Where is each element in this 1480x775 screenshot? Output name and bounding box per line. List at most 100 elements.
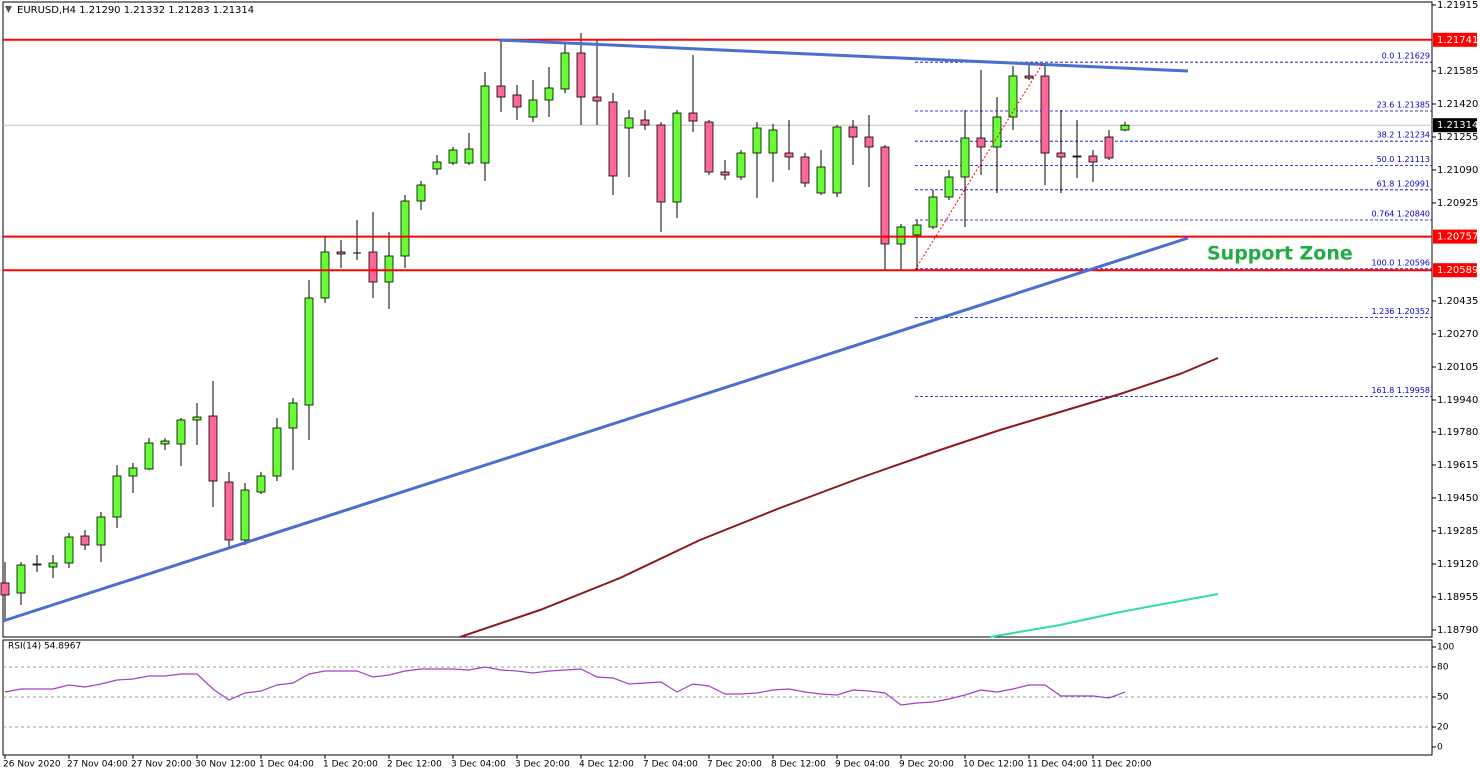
candle-body: [976, 137, 986, 148]
candle-body: [240, 489, 250, 541]
candle-body: [112, 475, 122, 518]
candle-body: [704, 121, 714, 173]
y-tick-label: 0: [1437, 743, 1443, 753]
moving-average-slow: [459, 357, 1219, 638]
x-tick-label: 27 Nov 20:00: [131, 760, 192, 770]
candle-body: [432, 161, 442, 170]
candle-body: [208, 415, 218, 482]
y-tick-label: 1.21255: [1437, 132, 1478, 143]
candle-body: [48, 562, 58, 568]
trendline-bottom: [2, 236, 1189, 623]
main-pane: [2, 1, 1433, 638]
fib-label: 1.236 1.20352: [1371, 307, 1430, 316]
y-tick-label: 1.19780: [1437, 427, 1478, 438]
candle-body: [400, 200, 410, 257]
candle-body: [96, 516, 106, 546]
x-tick-label: 8 Dec 12:00: [771, 760, 826, 770]
candle-body: [1072, 155, 1082, 158]
y-tick-label: 1.18790: [1437, 625, 1478, 636]
candle-body: [736, 152, 746, 178]
candle-body: [576, 52, 586, 98]
y-tick-label: 100: [1437, 643, 1454, 653]
candle-body: [1088, 155, 1098, 163]
y-tick-label: 1.20105: [1437, 362, 1478, 373]
candle-body: [336, 251, 346, 255]
candle-body: [896, 226, 906, 245]
candle-body: [496, 85, 506, 98]
y-tick-label: 50: [1437, 693, 1449, 703]
annotation: Support Zone: [1207, 243, 1353, 265]
y-tick-label: 1.21915: [1437, 0, 1478, 11]
fib-label: 38.2 1.21234: [1377, 131, 1430, 140]
x-tick-label: 9 Dec 04:00: [835, 760, 890, 770]
x-tick-label: 27 Nov 04:00: [67, 760, 128, 770]
chart-title: EURUSD,H4 1.21290 1.21332 1.21283 1.2131…: [17, 5, 254, 16]
candle-body: [224, 481, 234, 541]
candle-body: [992, 116, 1002, 148]
fib-label: 0.764 1.20840: [1371, 210, 1430, 219]
candle-body: [272, 427, 282, 477]
last-price-box: [1433, 118, 1477, 133]
candle-body: [640, 119, 650, 126]
candle-body: [256, 475, 266, 493]
level-label: 1.20589: [1437, 265, 1478, 276]
candle-body: [480, 85, 490, 164]
candle-body: [608, 101, 618, 177]
candle-body: [144, 442, 154, 470]
y-tick-label: 1.19285: [1437, 526, 1478, 537]
candle-body: [64, 536, 74, 564]
y-tick-label: 1.20270: [1437, 329, 1478, 340]
x-tick-label: 1 Dec 04:00: [259, 760, 314, 770]
candle-body: [800, 156, 810, 184]
symbol-icon: [5, 6, 12, 13]
fib-diagonal: [914, 62, 1044, 271]
fib-label: 161.8 1.19958: [1371, 386, 1430, 395]
candle-body: [1104, 136, 1114, 159]
y-tick-label: 1.21090: [1437, 165, 1478, 176]
candle-body: [768, 129, 778, 154]
candle-body: [448, 149, 458, 164]
trendline-top: [498, 38, 1189, 73]
candle-body: [1008, 75, 1018, 118]
x-tick-label: 11 Dec 20:00: [1091, 760, 1152, 770]
candle-body: [304, 297, 314, 406]
candle-body: [960, 137, 970, 178]
fib-label: 23.6 1.21385: [1377, 101, 1430, 110]
candle-body: [688, 112, 698, 122]
candle-body: [1120, 124, 1130, 131]
last-price-label: 1.21314: [1437, 120, 1478, 131]
x-tick-label: 2 Dec 12:00: [387, 760, 442, 770]
level-label: 1.20757: [1437, 232, 1478, 243]
level-box: [1433, 229, 1477, 244]
fib-label: 0.0 1.21629: [1382, 52, 1430, 61]
candle-body: [0, 582, 10, 596]
x-tick-label: 26 Nov 2020: [3, 760, 61, 770]
rsi-line: [4, 666, 1126, 706]
x-tick-label: 11 Dec 04:00: [1027, 760, 1088, 770]
candle-body: [784, 152, 794, 158]
candle-body: [880, 146, 890, 245]
fib-label: 50.0 1.21113: [1377, 155, 1430, 164]
candle-body: [928, 196, 938, 228]
candle-body: [592, 96, 602, 102]
candle-body: [912, 224, 922, 236]
candle-body: [160, 440, 170, 445]
level-label: 1.21741: [1437, 35, 1478, 46]
y-tick-label: 1.19450: [1437, 493, 1478, 504]
x-tick-label: 7 Dec 20:00: [707, 760, 762, 770]
candle-body: [816, 166, 826, 194]
x-tick-label: 10 Dec 12:00: [963, 760, 1024, 770]
candle-body: [128, 467, 138, 477]
x-tick-label: 9 Dec 20:00: [899, 760, 954, 770]
y-tick-label: 80: [1437, 663, 1449, 673]
fib-label: 61.8 1.20991: [1377, 179, 1430, 188]
candle-body: [416, 184, 426, 202]
x-tick-label: 3 Dec 20:00: [515, 760, 570, 770]
candle-body: [528, 99, 538, 118]
y-tick-label: 1.19615: [1437, 460, 1478, 471]
candle-body: [544, 87, 554, 101]
candle-body: [1056, 152, 1066, 158]
x-tick-label: 1 Dec 20:00: [323, 760, 378, 770]
